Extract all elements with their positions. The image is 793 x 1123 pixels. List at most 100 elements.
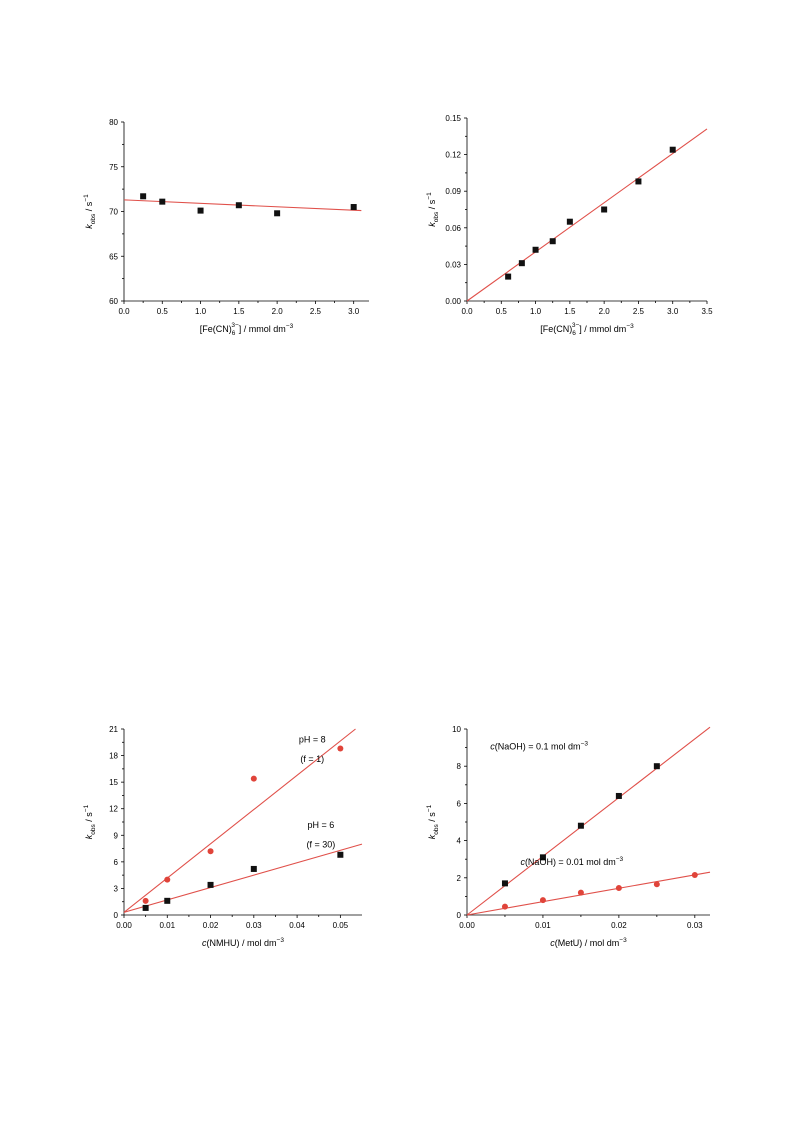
data-point-square — [549, 238, 556, 245]
chart-annotation: (f = 1) — [300, 754, 324, 764]
data-point-square — [350, 204, 357, 211]
y-tick-label: 9 — [114, 831, 119, 840]
chart-annotation: pH = 6 — [308, 820, 335, 830]
data-point-square — [250, 865, 257, 872]
data-point-circle — [501, 903, 508, 910]
y-tick-label: 6 — [457, 799, 462, 808]
y-axis-label: kobs / s−1 — [426, 192, 440, 227]
x-tick-label: 0.00 — [116, 921, 132, 930]
y-tick-label: 65 — [109, 252, 118, 261]
chart-2: 0.0 0.5 1.0 1.5 2.0 2.5 3.0 3.5 0.00 0.03 0.06 0.09… — [426, 114, 713, 337]
y-tick-label: 6 — [114, 858, 119, 867]
y-tick-label: 75 — [109, 163, 118, 172]
data-point-circle — [337, 745, 344, 752]
x-tick-label: 2.5 — [310, 307, 322, 316]
data-point-circle — [142, 897, 149, 904]
data-point-square — [566, 218, 573, 225]
data-point-circle — [615, 885, 622, 892]
data-point-square — [539, 854, 546, 861]
x-tick-label: 0.01 — [535, 921, 551, 930]
data-point-circle — [164, 876, 171, 883]
y-tick-label: 0.06 — [445, 224, 461, 233]
x-tick-label: 1.0 — [195, 307, 207, 316]
data-point-square — [653, 763, 660, 770]
y-tick-label: 10 — [452, 725, 461, 734]
data-point-circle — [653, 881, 660, 888]
data-point-circle — [539, 897, 546, 904]
y-tick-label: 70 — [109, 208, 118, 217]
x-tick-label: 2.0 — [599, 307, 611, 316]
x-tick-label: 3.0 — [348, 307, 360, 316]
x-axis-label: c(MetU) / mol dm−3 — [550, 937, 627, 948]
y-tick-label: 12 — [109, 805, 118, 814]
x-tick-label: 1.5 — [233, 307, 245, 316]
data-point-square — [207, 881, 214, 888]
x-tick-label: 0.0 — [461, 307, 473, 316]
x-tick-label: 0.03 — [246, 921, 262, 930]
y-tick-label: 0.03 — [445, 260, 461, 269]
chart-annotation: c(NaOH) = 0.01 mol dm−3 — [520, 856, 623, 867]
x-tick-label: 3.5 — [701, 307, 713, 316]
y-axis-label: kobs / s−1 — [83, 194, 97, 229]
data-point-square — [274, 210, 281, 217]
y-tick-label: 21 — [109, 725, 118, 734]
data-point-square — [532, 246, 539, 253]
data-point-square — [159, 198, 166, 205]
data-point-square — [235, 202, 242, 209]
chart-3: 0.00 0.01 0.02 0.03 0.04 0.05 0 3 6 9 12 15 18 21 c(NM… — [83, 725, 363, 948]
x-tick-label: 2.5 — [633, 307, 645, 316]
chart-annotation: c(NaOH) = 0.1 mol dm−3 — [490, 740, 588, 751]
data-point-square — [501, 880, 508, 887]
data-point-square — [142, 904, 149, 911]
x-tick-label: 0.01 — [159, 921, 175, 930]
data-point-square — [505, 273, 512, 280]
y-tick-label: 3 — [114, 884, 119, 893]
chart-4: 0.00 0.01 0.02 0.03 0 2 4 6 8 10 c(MetU) / mol dm−… — [426, 725, 711, 948]
x-tick-label: 2.0 — [272, 307, 284, 316]
data-point-square — [518, 260, 525, 267]
fit-line — [466, 128, 708, 302]
data-point-square — [337, 851, 344, 858]
x-tick-label: 1.5 — [564, 307, 576, 316]
y-axis-label: kobs / s−1 — [83, 804, 97, 839]
y-tick-label: 0.00 — [445, 297, 461, 306]
data-point-circle — [577, 889, 584, 896]
data-point-square — [197, 207, 204, 214]
y-tick-label: 0 — [114, 911, 119, 920]
y-tick-label: 15 — [109, 778, 118, 787]
x-tick-label: 0.5 — [496, 307, 508, 316]
x-axis-label: [Fe(CN)63−] / mmol dm−3 — [200, 322, 294, 337]
x-tick-label: 0.0 — [118, 307, 130, 316]
x-tick-label: 0.02 — [611, 921, 627, 930]
data-point-circle — [250, 775, 257, 782]
x-tick-label: 0.02 — [203, 921, 219, 930]
y-tick-label: 8 — [457, 762, 462, 771]
x-tick-label: 0.04 — [289, 921, 305, 930]
x-axis-label: c(NMHU) / mol dm−3 — [202, 937, 284, 948]
data-point-square — [601, 206, 608, 213]
chart-annotation: (f = 30) — [307, 840, 336, 850]
data-point-square — [164, 897, 171, 904]
y-tick-label: 2 — [457, 874, 462, 883]
y-tick-label: 18 — [109, 752, 118, 761]
data-point-square — [615, 792, 622, 799]
x-tick-label: 0.03 — [687, 921, 703, 930]
chart-annotation: pH = 8 — [299, 734, 326, 744]
data-point-circle — [691, 872, 698, 879]
x-tick-label: 0.5 — [157, 307, 169, 316]
x-axis-label: [Fe(CN)63−] / mmol dm−3 — [540, 322, 634, 337]
x-tick-label: 3.0 — [667, 307, 679, 316]
y-tick-label: 80 — [109, 118, 118, 127]
x-tick-label: 1.0 — [530, 307, 542, 316]
fit-line — [123, 728, 356, 913]
y-tick-label: 4 — [457, 837, 462, 846]
y-tick-label: 0.12 — [445, 151, 461, 160]
data-point-square — [577, 822, 584, 829]
fit-line — [466, 726, 711, 916]
fit-line — [123, 843, 363, 913]
data-point-square — [635, 178, 642, 185]
data-point-square — [140, 193, 147, 200]
y-tick-label: 0.09 — [445, 187, 461, 196]
y-tick-label: 0 — [457, 911, 462, 920]
